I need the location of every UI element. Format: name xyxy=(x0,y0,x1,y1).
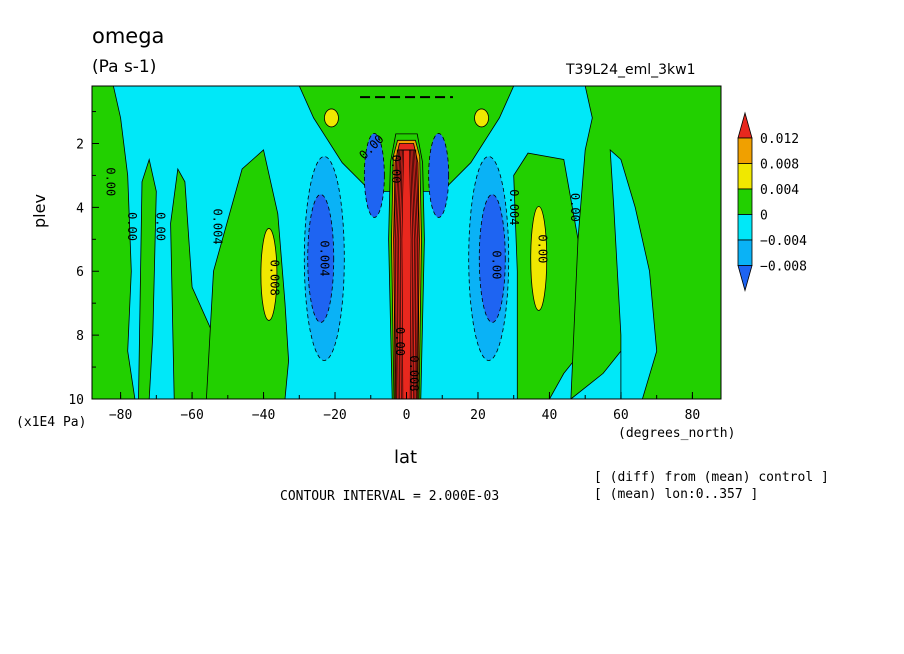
region-negative xyxy=(609,148,658,399)
x-tick-label: 60 xyxy=(613,408,629,423)
x-tick-label: −80 xyxy=(109,408,132,423)
region-weak-ascent xyxy=(530,206,548,311)
y-tick-label: 2 xyxy=(76,137,84,152)
colorbar-segment xyxy=(737,214,753,241)
mean-note: [ (mean) lon:0..357 ] xyxy=(594,487,759,502)
contour-label: 0.00 xyxy=(568,193,582,222)
contour-label: 0.004 xyxy=(211,208,225,244)
contour-label: 0.00 xyxy=(125,212,139,241)
x-tick-label: 80 xyxy=(685,408,701,423)
colorbar-segment xyxy=(737,137,753,164)
contour-label: 0.008 xyxy=(407,355,421,391)
region-strong-subsidence xyxy=(478,194,506,323)
colorbar-label: −0.008 xyxy=(760,260,807,275)
region-strong-subsidence xyxy=(307,194,335,323)
x-tick-label: −20 xyxy=(323,408,346,423)
region-positive xyxy=(570,86,721,399)
x-tick-label: −40 xyxy=(252,408,275,423)
colorbar-label: −0.004 xyxy=(760,234,807,249)
plot-axes: −80 −60 −40 −20 0 20 40 60 80 2 4 6 8 10 xyxy=(68,85,722,423)
y-axis-unit: (x1E4 Pa) xyxy=(16,415,87,430)
region-positive xyxy=(205,149,290,399)
colorbar-label: 0 xyxy=(760,209,768,224)
colorbar-bottom-arrow xyxy=(737,265,753,292)
y-tick-label: 6 xyxy=(76,265,84,280)
contour-label: 0.00 xyxy=(536,234,550,263)
contour-label: 0.00 xyxy=(393,327,407,356)
colorbar-label: 0.008 xyxy=(760,158,799,173)
run-name: T39L24_eml_3kw1 xyxy=(566,62,696,78)
contour-label: 0.00 xyxy=(153,212,167,241)
contour-label: 0.00 xyxy=(103,167,117,196)
region-positive xyxy=(92,86,136,399)
region-strong-subsidence xyxy=(363,133,385,218)
region-positive xyxy=(138,157,157,399)
y-tick-label: 8 xyxy=(76,329,84,344)
x-axis-unit: (degrees_north) xyxy=(618,426,736,441)
contour-label: 0.004 xyxy=(507,189,521,225)
x-tick-label: 0 xyxy=(403,408,411,423)
x-tick-label: 40 xyxy=(542,408,558,423)
colorbar: 0.012 0.008 0.004 0 −0.004 −0.008 xyxy=(737,111,807,292)
colorbar-segment xyxy=(737,163,753,190)
contour-label: 0.004 xyxy=(318,240,332,276)
contour-label: 0.00 xyxy=(389,155,403,184)
colorbar-label: 0.004 xyxy=(760,183,799,198)
core-contour-line xyxy=(393,149,420,399)
colorbar-top-arrow xyxy=(737,111,753,139)
chart-title: omega xyxy=(92,24,165,48)
y-tick-label: 10 xyxy=(68,393,84,408)
colorbar-segment xyxy=(737,188,753,215)
region-weak-ascent xyxy=(260,228,278,321)
diff-note: [ (diff) from (mean) control ] xyxy=(594,470,829,485)
colorbar-segment xyxy=(737,239,753,266)
contour-fill-area: 0.000.00 0.00 0.0040.0080.0040.000.000.000… xyxy=(92,86,721,399)
contour-label: 0.008 xyxy=(268,260,282,296)
region-positive xyxy=(513,152,583,399)
region-upper-ascent xyxy=(324,108,339,128)
region-core-max xyxy=(393,143,420,399)
contour-interval: CONTOUR INTERVAL = 2.000E-03 xyxy=(280,489,500,504)
x-tick-label: 20 xyxy=(470,408,486,423)
chart-units: (Pa s-1) xyxy=(92,57,157,77)
y-tick-label: 4 xyxy=(76,201,84,216)
contour-label: 0.00 xyxy=(489,250,503,279)
region-upper-ascent xyxy=(474,108,489,128)
colorbar-label: 0.012 xyxy=(760,132,799,147)
x-tick-label: −60 xyxy=(180,408,203,423)
region-strong-subsidence xyxy=(428,133,450,218)
x-axis-label: lat xyxy=(394,447,418,468)
